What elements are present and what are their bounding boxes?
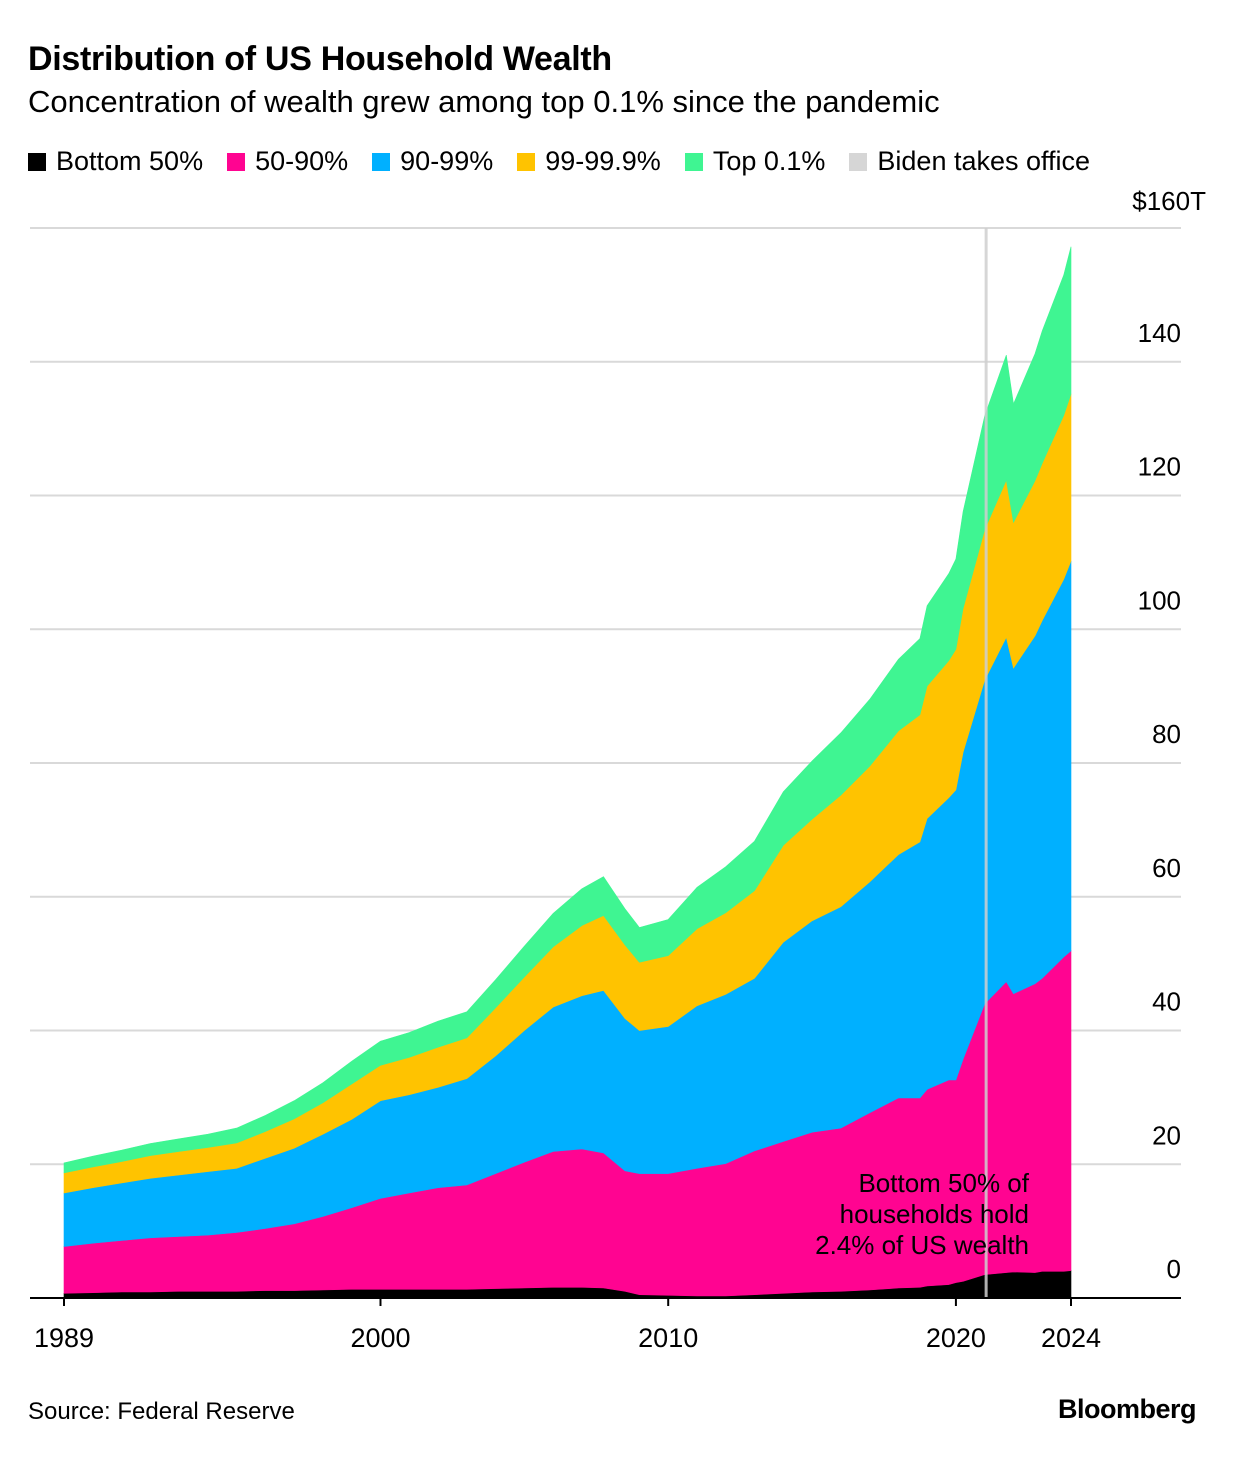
y-tick-label: $160T — [1132, 186, 1206, 216]
legend-label: Bottom 50% — [56, 146, 204, 176]
legend-item-biden-takes-office: Biden takes office — [849, 146, 1090, 177]
legend-label: 90-99% — [400, 146, 494, 176]
legend-label: 50-90% — [255, 146, 349, 176]
x-tick-label: 2020 — [926, 1323, 986, 1353]
annotation-line: 2.4% of US wealth — [815, 1230, 1029, 1260]
x-tick-label: 2010 — [638, 1323, 698, 1353]
stacked-areas — [63, 246, 1072, 1299]
legend-swatch — [28, 152, 46, 171]
y-tick-label: 20 — [1152, 1120, 1181, 1150]
source-note: Source: Federal Reserve — [28, 1398, 295, 1425]
legend-label: Biden takes office — [877, 146, 1091, 176]
chart-legend: Bottom 50% 50-90% 90-99% 99-99.9% Top 0.… — [28, 146, 1090, 177]
chart-subtitle: Concentration of wealth grew among top 0… — [28, 84, 940, 119]
annotation-line: households hold — [840, 1199, 1029, 1229]
legend-swatch — [227, 152, 246, 171]
legend-label: Top 0.1% — [712, 146, 826, 176]
y-tick-label: 140 — [1138, 318, 1181, 348]
y-tick-label: 0 — [1167, 1254, 1181, 1284]
axes: 0 20 40 60 80 100 120 140 $160T 1989 2000 2010 2020 2… — [30, 186, 1206, 1353]
legend-swatch — [849, 152, 868, 171]
legend-swatch — [517, 152, 536, 171]
x-tick-label: 1989 — [34, 1323, 94, 1353]
x-tick-label: 2000 — [350, 1323, 410, 1353]
y-tick-label: 120 — [1138, 452, 1181, 482]
legend-label: 99-99.9% — [545, 146, 661, 176]
legend-item-90-99: 90-99% — [372, 146, 493, 177]
legend-item-99-99-9: 99-99.9% — [517, 146, 661, 177]
y-tick-label: 40 — [1152, 987, 1181, 1017]
legend-item-bottom-50: Bottom 50% — [28, 146, 203, 177]
legend-item-top-0-1: Top 0.1% — [684, 146, 826, 177]
y-tick-label: 80 — [1152, 719, 1181, 749]
legend-swatch — [684, 152, 703, 171]
annotation-line: Bottom 50% of — [858, 1168, 1029, 1198]
x-tick-label: 2024 — [1041, 1323, 1101, 1353]
bloomberg-logo: Bloomberg — [1057, 1394, 1197, 1424]
wealth-area-chart: 0 20 40 60 80 100 120 140 $160T 1989 2000 2010 2020 2… — [30, 186, 1206, 1353]
y-tick-label: 100 — [1138, 585, 1181, 615]
area-top-0-1 — [63, 246, 1072, 1174]
legend-item-50-90: 50-90% — [227, 146, 348, 177]
y-tick-label: 60 — [1152, 853, 1181, 883]
legend-swatch — [372, 152, 391, 171]
chart-title: Distribution of US Household Wealth — [28, 40, 612, 78]
